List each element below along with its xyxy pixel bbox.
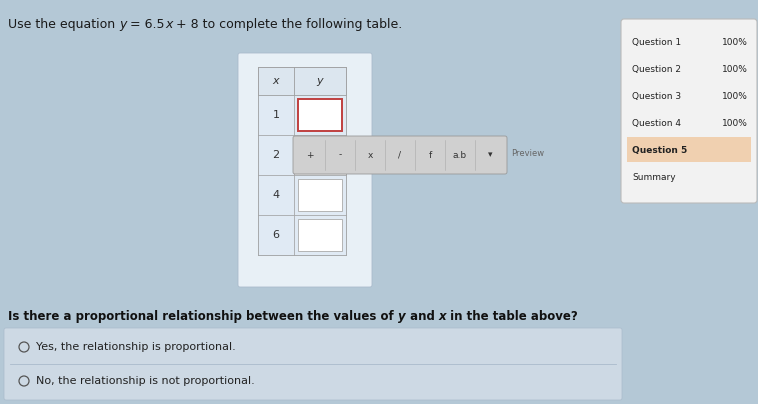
Text: +: + (306, 151, 314, 160)
Text: in the table above?: in the table above? (446, 310, 578, 323)
Text: -: - (338, 151, 342, 160)
Bar (298, 99, 342, 131)
Text: 4: 4 (272, 190, 280, 200)
Text: 1: 1 (272, 110, 280, 120)
Bar (294, 175, 346, 215)
Text: x: x (368, 151, 373, 160)
Bar (294, 135, 346, 175)
Text: Question 1: Question 1 (632, 38, 681, 47)
Bar (298, 179, 342, 211)
FancyBboxPatch shape (4, 328, 622, 400)
Text: 100%: 100% (722, 38, 748, 47)
Bar (258, 215, 294, 255)
Text: No, the relationship is not proportional.: No, the relationship is not proportional… (36, 376, 255, 386)
Text: Is there a proportional relationship between the values of: Is there a proportional relationship bet… (8, 310, 398, 323)
Bar (294, 67, 346, 95)
Text: Question 2: Question 2 (632, 65, 681, 74)
Text: Question 3: Question 3 (632, 92, 681, 101)
Text: x: x (165, 18, 172, 31)
Bar (258, 67, 294, 95)
Text: x: x (438, 310, 446, 323)
Bar (258, 67, 346, 255)
Bar (298, 219, 342, 251)
Bar (258, 135, 294, 175)
Text: f: f (428, 151, 431, 160)
Text: ▾: ▾ (487, 151, 492, 160)
Bar (627, 137, 751, 162)
Text: + 8 to complete the following table.: + 8 to complete the following table. (172, 18, 402, 31)
Text: 2: 2 (272, 150, 280, 160)
Text: x: x (273, 76, 279, 86)
Bar (258, 175, 294, 215)
Bar (294, 95, 346, 135)
Text: and: and (406, 310, 438, 323)
Text: = 6.5: = 6.5 (127, 18, 165, 31)
Text: Question 4: Question 4 (632, 119, 681, 128)
Text: 6: 6 (272, 230, 280, 240)
Bar (294, 215, 346, 255)
Text: /: / (399, 151, 402, 160)
FancyBboxPatch shape (621, 19, 757, 203)
FancyBboxPatch shape (293, 136, 507, 174)
Text: Preview: Preview (511, 149, 544, 158)
Text: y: y (317, 76, 324, 86)
Text: y: y (119, 18, 127, 31)
Bar (258, 95, 294, 135)
Text: Summary: Summary (632, 173, 675, 182)
Text: 100%: 100% (722, 92, 748, 101)
FancyBboxPatch shape (238, 53, 372, 287)
Text: Use the equation: Use the equation (8, 18, 119, 31)
Text: y: y (398, 310, 406, 323)
Text: 100%: 100% (722, 119, 748, 128)
Text: a.b: a.b (453, 151, 467, 160)
Text: 100%: 100% (722, 65, 748, 74)
Text: Yes, the relationship is proportional.: Yes, the relationship is proportional. (36, 342, 236, 352)
Text: Question 5: Question 5 (632, 146, 688, 155)
